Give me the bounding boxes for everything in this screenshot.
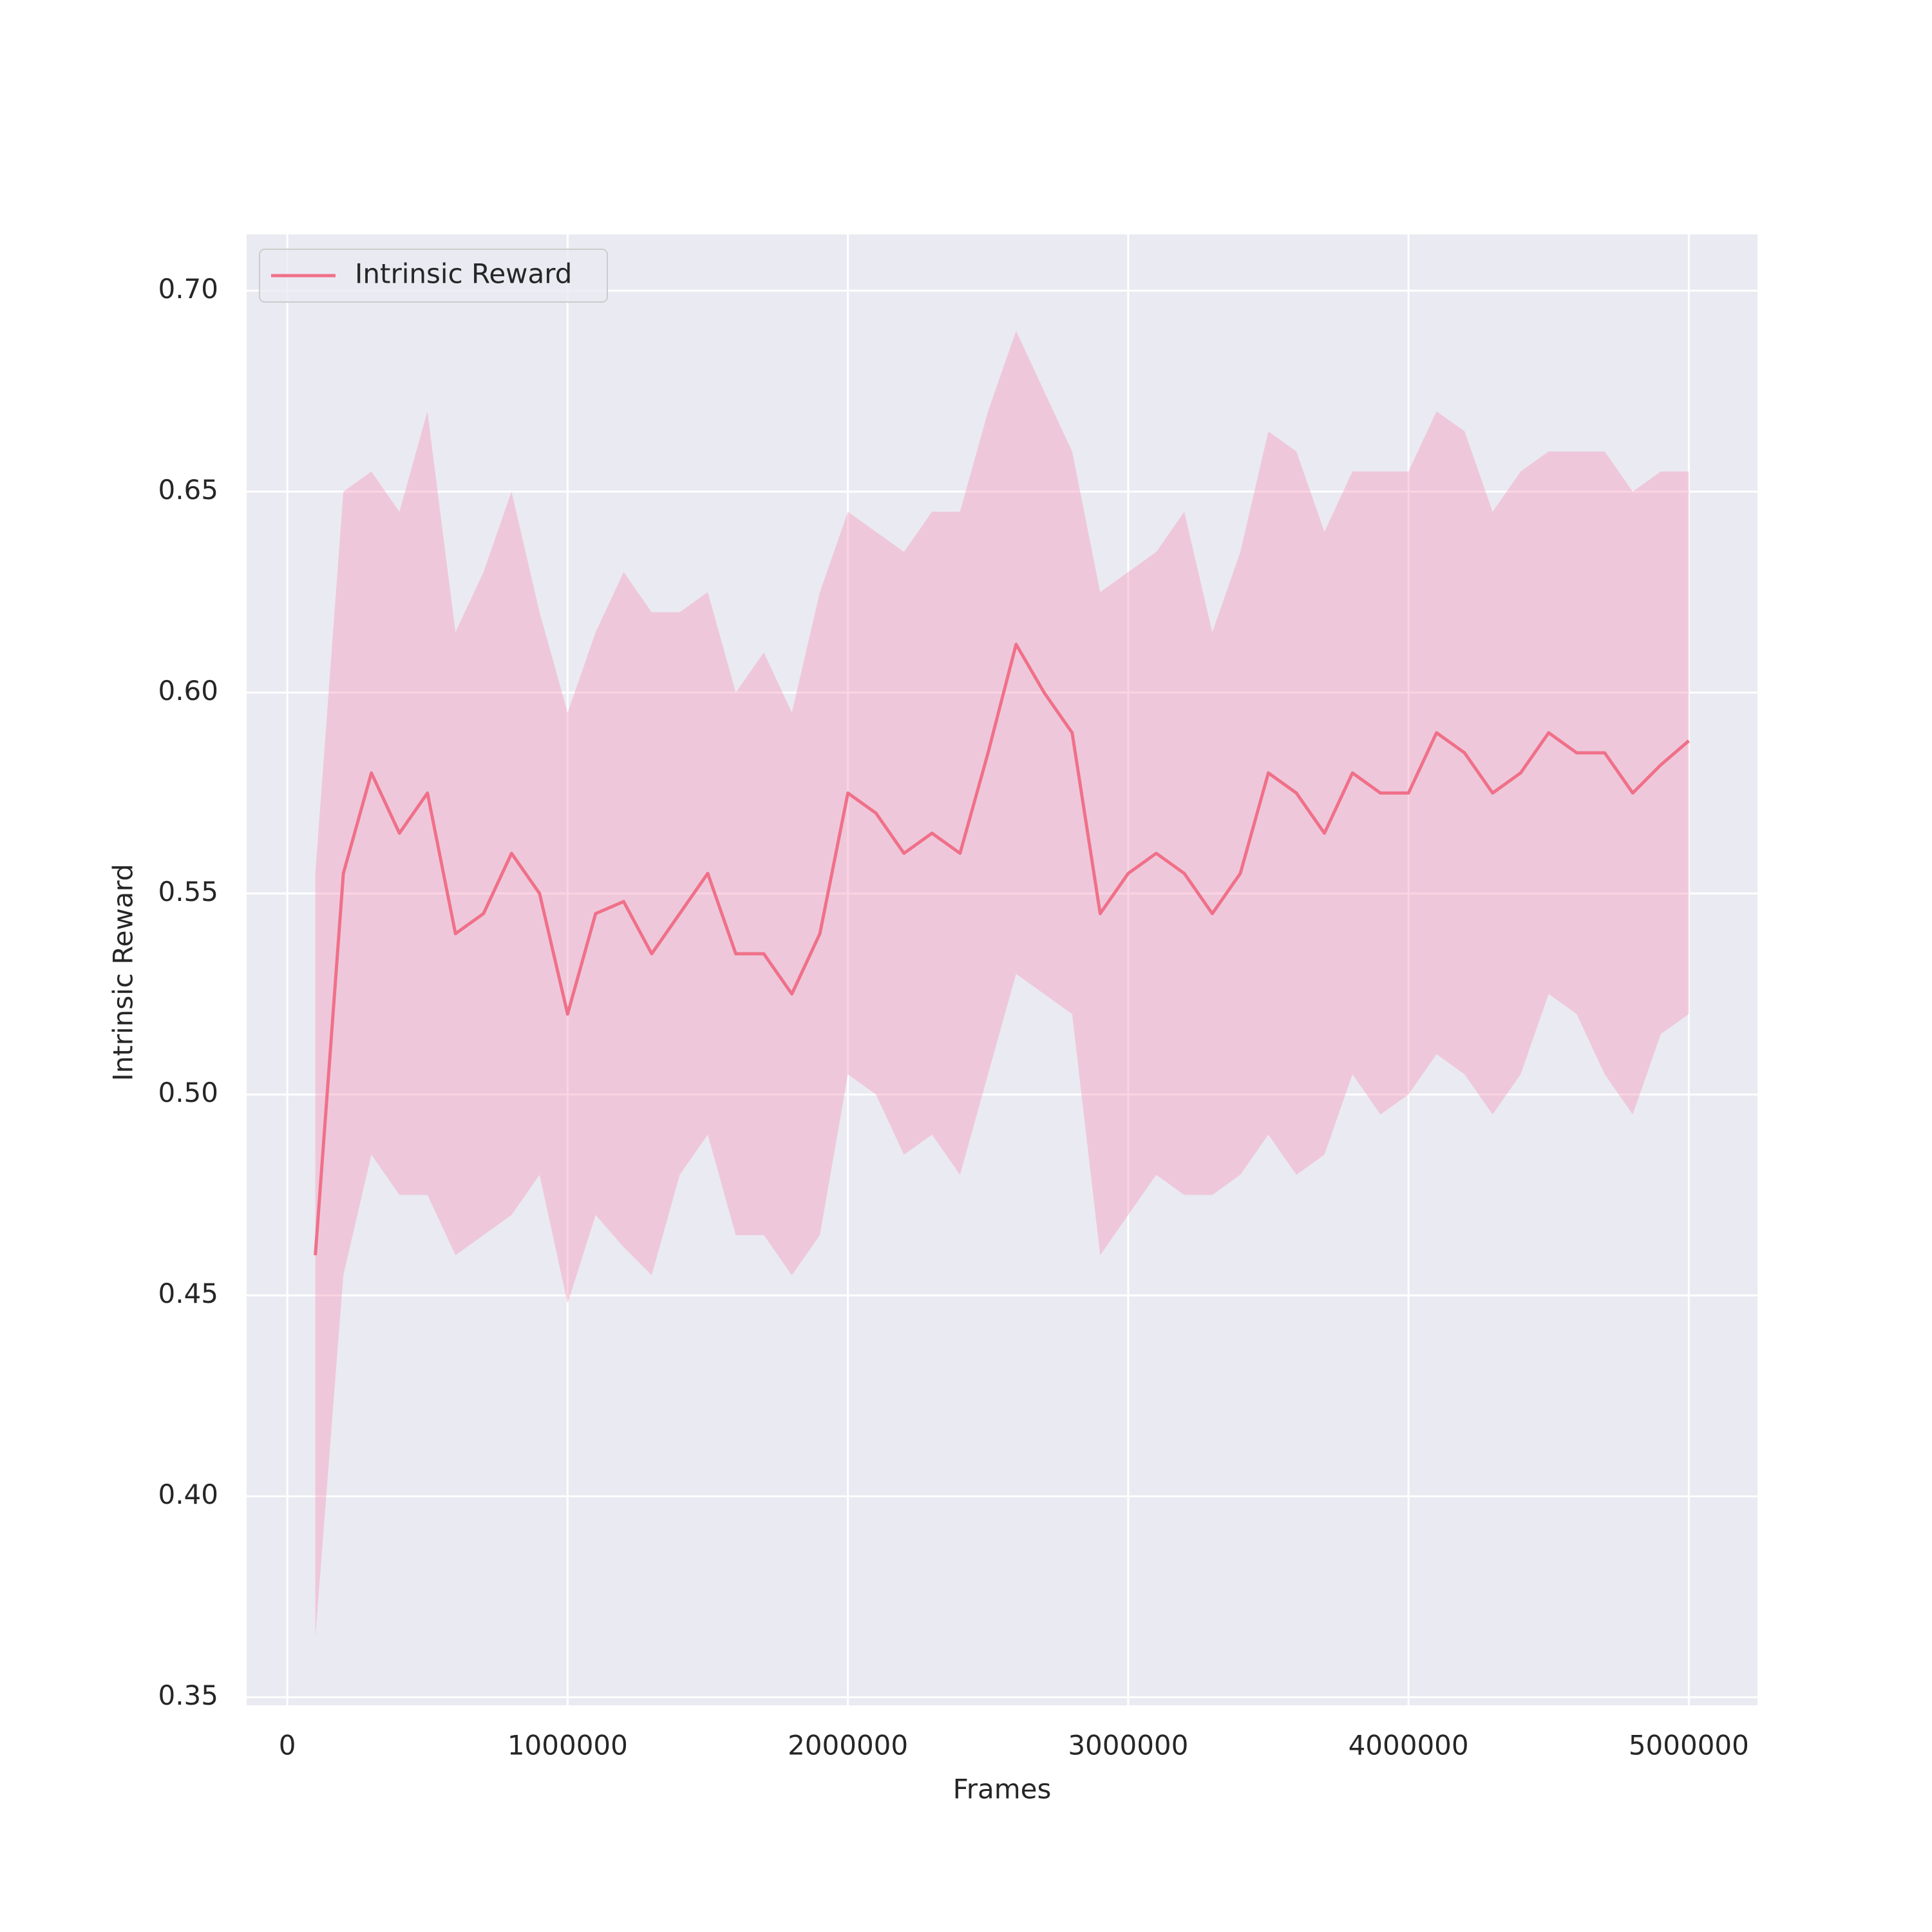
y-tick-label: 0.45 [158, 1278, 218, 1309]
y-tick-label: 0.70 [158, 273, 218, 305]
x-axis-label: Frames [953, 1774, 1052, 1805]
y-tick-label: 0.35 [158, 1680, 218, 1711]
x-tick-label: 3000000 [1068, 1730, 1188, 1761]
x-tick-label: 2000000 [788, 1730, 908, 1761]
confidence-band [315, 330, 1689, 1637]
line [314, 643, 1690, 1256]
y-tick-label: 0.40 [158, 1479, 218, 1510]
x-tick-label: 5000000 [1629, 1730, 1749, 1761]
x-tick-label: 1000000 [507, 1730, 628, 1761]
legend-label: Intrinsic Reward [355, 258, 572, 290]
x-tick-label: 0 [279, 1730, 296, 1761]
plot-area [247, 234, 1757, 1705]
y-axis-label: Intrinsic Reward [108, 864, 139, 1081]
y-tick-label: 0.60 [158, 675, 218, 706]
y-tick-label: 0.55 [158, 876, 218, 907]
legend-box [259, 249, 608, 303]
y-tick-label: 0.50 [158, 1077, 218, 1108]
y-tick-label: 0.65 [158, 474, 218, 506]
x-tick-label: 4000000 [1349, 1730, 1469, 1761]
